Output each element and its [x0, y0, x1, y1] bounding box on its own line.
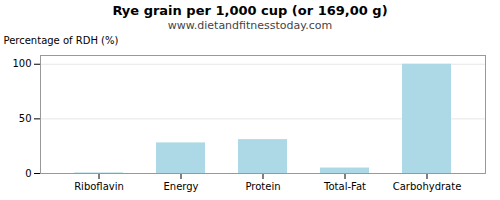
svg-text:Total-Fat: Total-Fat [323, 181, 366, 192]
svg-text:Protein: Protein [245, 181, 280, 192]
svg-text:Energy: Energy [163, 181, 198, 192]
svg-text:Riboflavin: Riboflavin [74, 181, 124, 192]
svg-text:50: 50 [19, 113, 32, 124]
html-text:www.dietandfitnesstoday.com: www.dietandfitnesstoday.com [167, 19, 333, 32]
svg-text:Percentage of RDH (%): Percentage of RDH (%) [4, 35, 119, 46]
svg-text:Carbohydrate: Carbohydrate [393, 181, 462, 192]
svg-text:100: 100 [12, 58, 31, 69]
html-text:Rye grain per 1,000 cup (or 16: Rye grain per 1,000 cup (or 169,00 g) [112, 3, 388, 18]
svg-text:0: 0 [25, 168, 31, 179]
